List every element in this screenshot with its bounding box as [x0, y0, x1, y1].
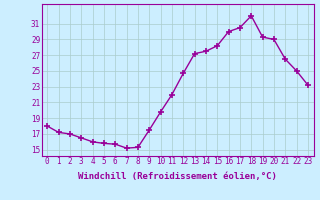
X-axis label: Windchill (Refroidissement éolien,°C): Windchill (Refroidissement éolien,°C)	[78, 172, 277, 181]
